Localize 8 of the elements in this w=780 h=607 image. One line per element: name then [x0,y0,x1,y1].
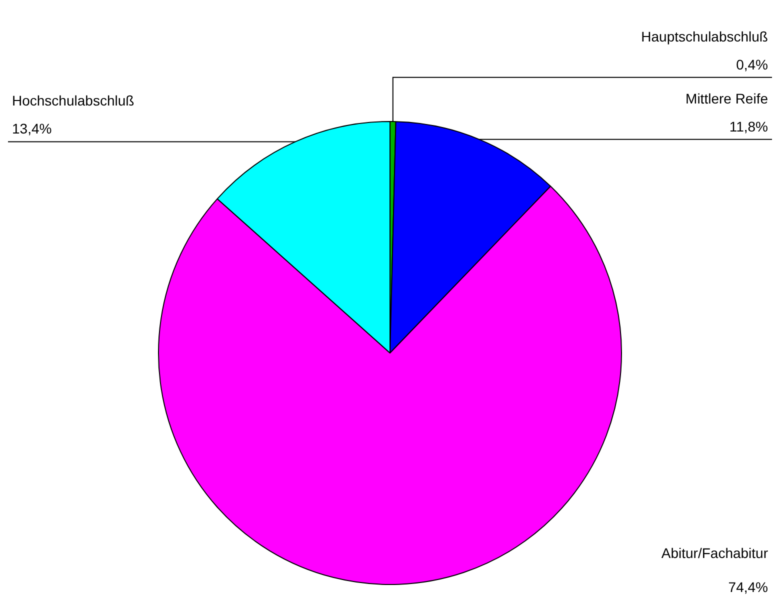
slice-label: Hauptschulabschluß [641,28,768,44]
data-label: 13,4% [12,120,52,137]
slice-label: Mittlere Reife [686,90,768,106]
data-label: 74,4% [728,579,768,595]
data-label: 0,4% [736,56,768,72]
data-label: 11,8% [729,118,768,134]
slice-label: Abitur/Fachabitur [661,545,768,561]
slice-label: Hochschulabschluß [12,92,134,109]
